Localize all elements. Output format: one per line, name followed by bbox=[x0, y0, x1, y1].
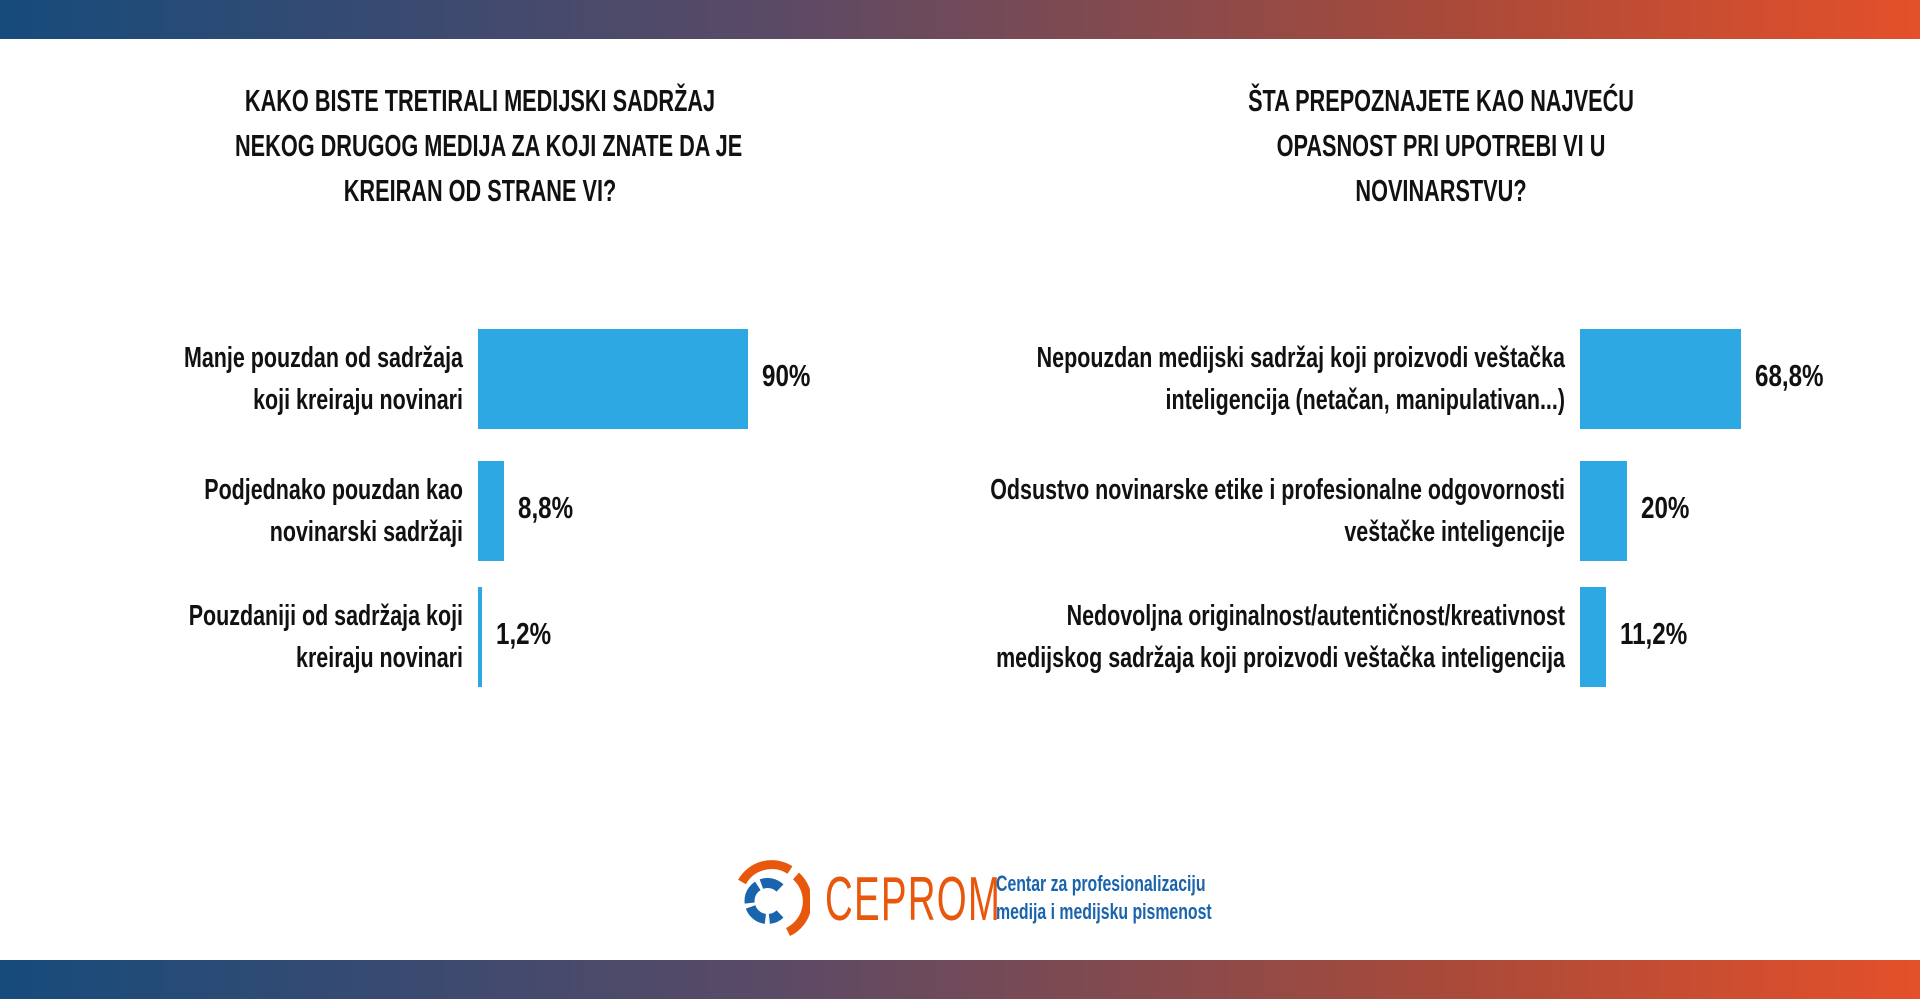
category-label: Manje pouzdan od sadržaja koji kreiraju n… bbox=[0, 337, 463, 421]
value-label: 11,2% bbox=[1620, 616, 1688, 651]
chart-title-line: KREIRAN OD STRANE VI? bbox=[343, 173, 617, 208]
category-label-line: Podjednako pouzdan kao bbox=[204, 474, 463, 506]
chart-title: KAKO BISTE TRETIRALI MEDIJSKI SADRŽAJ NEK… bbox=[130, 78, 830, 213]
category-label-line: Nedovoljna originalnost/autentičnost/kre… bbox=[1066, 600, 1565, 632]
category-label-line: novinarski sadržaji bbox=[269, 516, 463, 548]
category-label-line: inteligencija (netačan, manipulativan...… bbox=[1165, 384, 1565, 416]
value-label: 8,8% bbox=[518, 490, 574, 525]
category-label: Nepouzdan medijski sadržaj koji proizvod… bbox=[665, 337, 1565, 421]
logo-subtitle-line: Centar za profesionalizaciju bbox=[996, 871, 1206, 896]
value-label: 90% bbox=[762, 358, 811, 393]
chart-title-line: NEKOG DRUGOG MEDIJA ZA KOJI ZNATE DA JE bbox=[235, 128, 743, 163]
bottom-gradient-band bbox=[0, 960, 1920, 999]
chart-title-line: ŠTA PREPOZNAJETE KAO NAJVEĆU bbox=[1248, 83, 1634, 118]
category-label: Podjednako pouzdan kao novinarski sadržaj… bbox=[0, 469, 463, 553]
category-label: Odsustvo novinarske etike i profesionaln… bbox=[665, 469, 1565, 553]
category-label-line: medijskog sadržaja koji proizvodi veštač… bbox=[996, 642, 1565, 674]
logo-name: CEPROM bbox=[825, 865, 1002, 934]
category-label-line: kreiraju novinari bbox=[296, 642, 463, 674]
category-label-line: koji kreiraju novinari bbox=[253, 384, 463, 416]
bar bbox=[1580, 587, 1607, 687]
category-label: Pouzdaniji od sadržaja koji kreiraju novi… bbox=[0, 595, 463, 679]
category-label: Nedovoljna originalnost/autentičnost/kre… bbox=[665, 595, 1565, 679]
value-label: 68,8% bbox=[1754, 358, 1824, 393]
chart-title-line: OPASNOST PRI UPOTREBI VI U bbox=[1276, 128, 1606, 163]
top-gradient-band bbox=[0, 0, 1920, 39]
value-label: 1,2% bbox=[495, 616, 551, 651]
category-label-line: Nepouzdan medijski sadržaj koji proizvod… bbox=[1036, 342, 1565, 374]
logo-subtitle-line: medija i medijsku pismenost bbox=[996, 899, 1212, 924]
chart-title: ŠTA PREPOZNAJETE KAO NAJVEĆU OPASNOST PRI… bbox=[1091, 78, 1791, 213]
chart-title-line: KAKO BISTE TRETIRALI MEDIJSKI SADRŽAJ bbox=[244, 83, 716, 118]
bar bbox=[478, 461, 505, 561]
category-label-line: veštačke inteligencije bbox=[1344, 516, 1565, 548]
logo-subtitle: Centar za profesionalizaciju medija i me… bbox=[996, 870, 1212, 926]
ceprom-logo-icon bbox=[730, 860, 812, 945]
bar bbox=[478, 329, 748, 429]
value-label: 20% bbox=[1640, 490, 1690, 525]
chart-title-line: NOVINARSTVU? bbox=[1355, 173, 1527, 208]
category-label-line: Odsustvo novinarske etike i profesionaln… bbox=[990, 474, 1565, 506]
category-label-line: Pouzdaniji od sadržaja koji bbox=[188, 600, 463, 632]
category-label-line: Manje pouzdan od sadržaja bbox=[183, 342, 463, 374]
bar bbox=[1580, 461, 1627, 561]
bar bbox=[478, 587, 482, 687]
bar bbox=[1580, 329, 1741, 429]
